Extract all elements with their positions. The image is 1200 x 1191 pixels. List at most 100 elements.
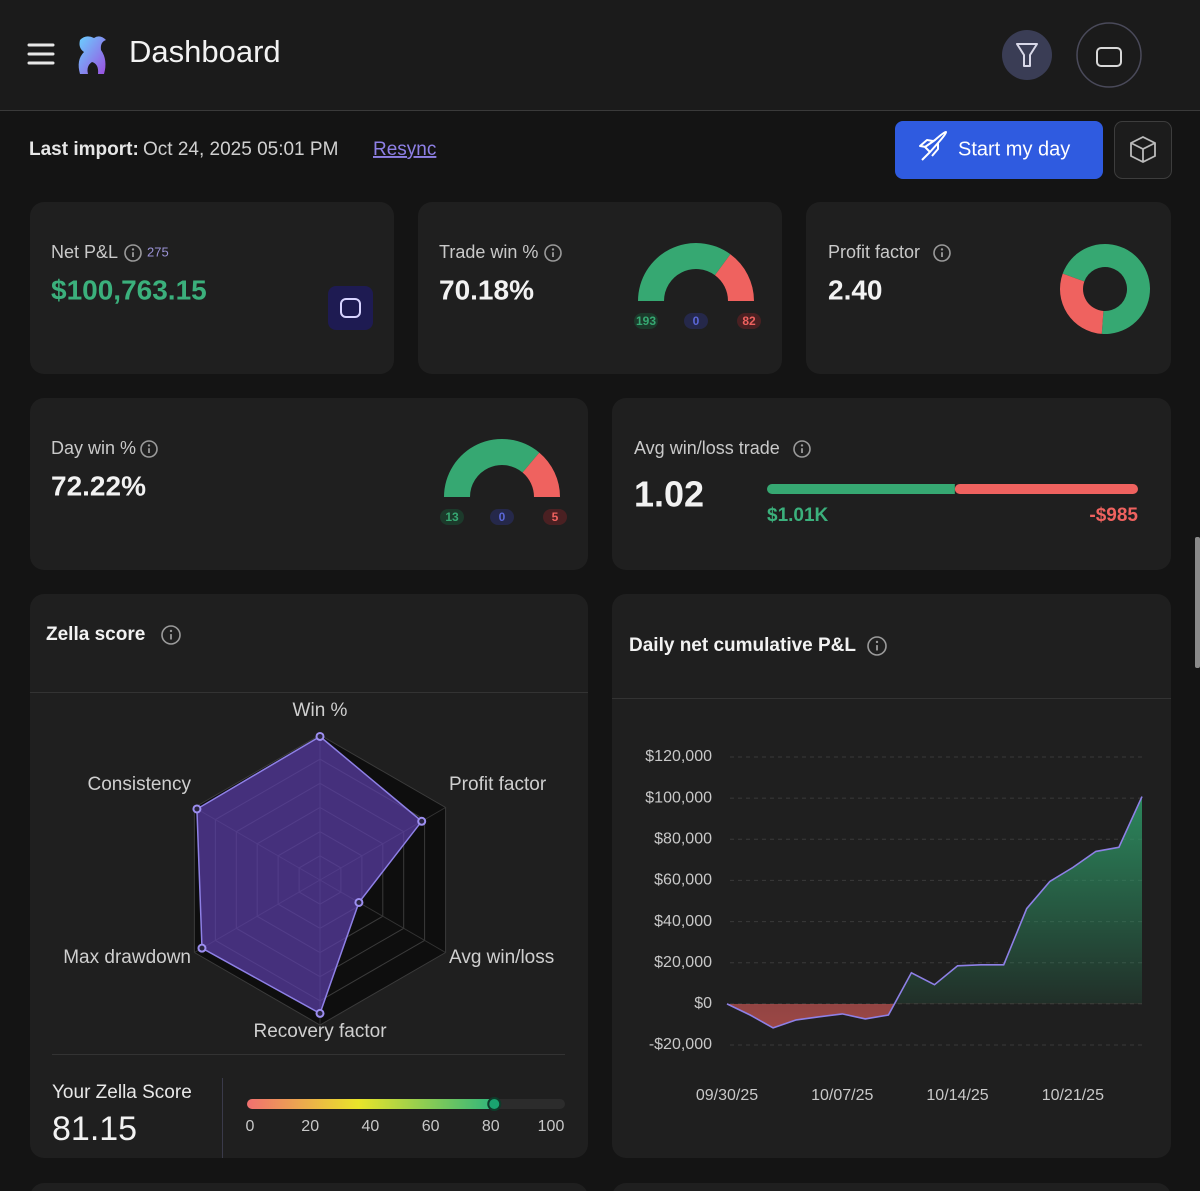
card bbox=[613, 1183, 1170, 1191]
info-icon bbox=[161, 625, 181, 645]
filter-icon bbox=[1016, 43, 1038, 67]
start-day-text: Start my day bbox=[958, 138, 1070, 160]
info-icon bbox=[940, 248, 944, 251]
area-negative bbox=[727, 1003, 1142, 1028]
info-icon bbox=[147, 444, 151, 447]
score-tick-label: 80 bbox=[482, 1118, 500, 1135]
avg-ratio-value: 1.02 bbox=[634, 474, 704, 515]
card-label: Trade win % bbox=[439, 242, 538, 262]
card-label: Net P&L bbox=[51, 242, 118, 262]
card-label: Day win % bbox=[51, 438, 136, 458]
gauge-segment bbox=[522, 452, 560, 497]
radar-point bbox=[192, 804, 202, 814]
x-tick-label: 10/07/25 bbox=[811, 1087, 873, 1104]
info-icon bbox=[140, 440, 158, 458]
donut-profit bbox=[1062, 243, 1150, 334]
report-button[interactable] bbox=[328, 286, 373, 330]
radar-point bbox=[354, 897, 364, 907]
card-title: Zella score bbox=[46, 624, 145, 645]
gauge-count: 5 bbox=[552, 510, 559, 524]
gauge-count: 0 bbox=[693, 314, 700, 328]
gauge-pill bbox=[490, 509, 514, 525]
score-tick-label: 60 bbox=[422, 1118, 440, 1135]
info-icon bbox=[933, 244, 951, 262]
gauge-pill bbox=[634, 313, 658, 329]
avg-loss-bar bbox=[954, 484, 1138, 494]
y-tick-label: $120,000 bbox=[645, 748, 712, 765]
profit-factor-value: 2.40 bbox=[828, 274, 883, 305]
score-value: 81.15 bbox=[52, 1110, 137, 1148]
menu-icon[interactable] bbox=[27, 43, 55, 65]
avg-win-bar-join bbox=[948, 484, 955, 494]
report-icon bbox=[340, 298, 361, 318]
y-tick-label: $80,000 bbox=[654, 831, 712, 848]
card bbox=[612, 594, 1171, 1158]
radar-point bbox=[417, 816, 427, 826]
radar-axis-label: Profit factor bbox=[449, 774, 547, 795]
rocket-icon bbox=[919, 131, 947, 161]
day-win-value: 72.22% bbox=[51, 470, 146, 501]
info-icon bbox=[551, 248, 555, 251]
cumulative-line bbox=[726, 796, 1143, 1029]
gauge-count: 13 bbox=[445, 510, 459, 524]
net-pnl-value: $100,763.15 bbox=[51, 274, 207, 305]
import-time: Oct 24, 2025 05:01 PM bbox=[143, 139, 338, 160]
card bbox=[30, 398, 588, 570]
donut-loss bbox=[1059, 273, 1104, 334]
radar-point bbox=[197, 943, 207, 953]
gauge-count: 82 bbox=[742, 314, 756, 328]
area-positive bbox=[894, 796, 1142, 1004]
score-tick-label: 100 bbox=[538, 1118, 565, 1135]
gauge-pill bbox=[684, 313, 708, 329]
radar-point bbox=[315, 731, 325, 741]
filter-button[interactable] bbox=[1002, 30, 1052, 80]
card-label: Profit factor bbox=[828, 242, 920, 262]
info-icon bbox=[800, 444, 804, 447]
info-icon bbox=[124, 244, 142, 262]
x-tick-label: 09/30/25 bbox=[696, 1087, 758, 1104]
gauge-segment bbox=[638, 242, 731, 301]
y-tick-label: -$20,000 bbox=[649, 1036, 712, 1053]
wallet-button[interactable] bbox=[1076, 22, 1142, 88]
x-tick-label: 10/21/25 bbox=[1042, 1087, 1104, 1104]
trade-count: 275 bbox=[147, 244, 169, 259]
trade-win-value: 70.18% bbox=[439, 274, 534, 305]
avg-loss-label: -$985 bbox=[1089, 505, 1138, 526]
info-icon bbox=[131, 248, 135, 251]
card-title: Daily net cumulative P&L bbox=[629, 635, 856, 656]
info-icon bbox=[793, 440, 811, 458]
scrollbar[interactable] bbox=[1195, 537, 1200, 668]
y-tick-label: $20,000 bbox=[654, 954, 712, 971]
info-icon bbox=[169, 629, 173, 633]
y-tick-label: $100,000 bbox=[645, 789, 712, 806]
wallet-icon bbox=[1096, 47, 1122, 67]
radar-axis-label: Avg win/loss bbox=[449, 947, 554, 968]
radar-axis-label: Consistency bbox=[88, 774, 192, 795]
gauge-segment bbox=[444, 439, 540, 497]
card bbox=[806, 202, 1171, 374]
y-tick-label: $60,000 bbox=[654, 872, 712, 889]
info-icon bbox=[867, 636, 887, 656]
page-title: Dashboard bbox=[129, 34, 281, 69]
y-tick-label: $40,000 bbox=[654, 913, 712, 930]
score-label: Your Zella Score bbox=[52, 1082, 192, 1103]
score-tick-label: 0 bbox=[246, 1118, 255, 1135]
header-bar bbox=[0, 0, 1200, 110]
score-tick-label: 40 bbox=[362, 1118, 380, 1135]
card bbox=[31, 1183, 587, 1191]
card-label: Avg win/loss trade bbox=[634, 438, 780, 458]
start-day-button[interactable] bbox=[895, 121, 1103, 179]
gauge-count: 0 bbox=[499, 510, 506, 524]
info-icon bbox=[875, 640, 879, 644]
cube-icon bbox=[1130, 135, 1156, 164]
resync-link[interactable]: Resync bbox=[373, 139, 436, 160]
avg-win-label: $1.01K bbox=[767, 505, 829, 526]
x-tick-label: 10/14/25 bbox=[926, 1087, 988, 1104]
info-icon bbox=[544, 244, 562, 262]
gauge-pill bbox=[440, 509, 464, 525]
radar-axis-label: Win % bbox=[293, 700, 348, 721]
radar-point bbox=[315, 1008, 325, 1018]
gauge-segment bbox=[714, 254, 754, 301]
gauge-pill bbox=[737, 313, 761, 329]
